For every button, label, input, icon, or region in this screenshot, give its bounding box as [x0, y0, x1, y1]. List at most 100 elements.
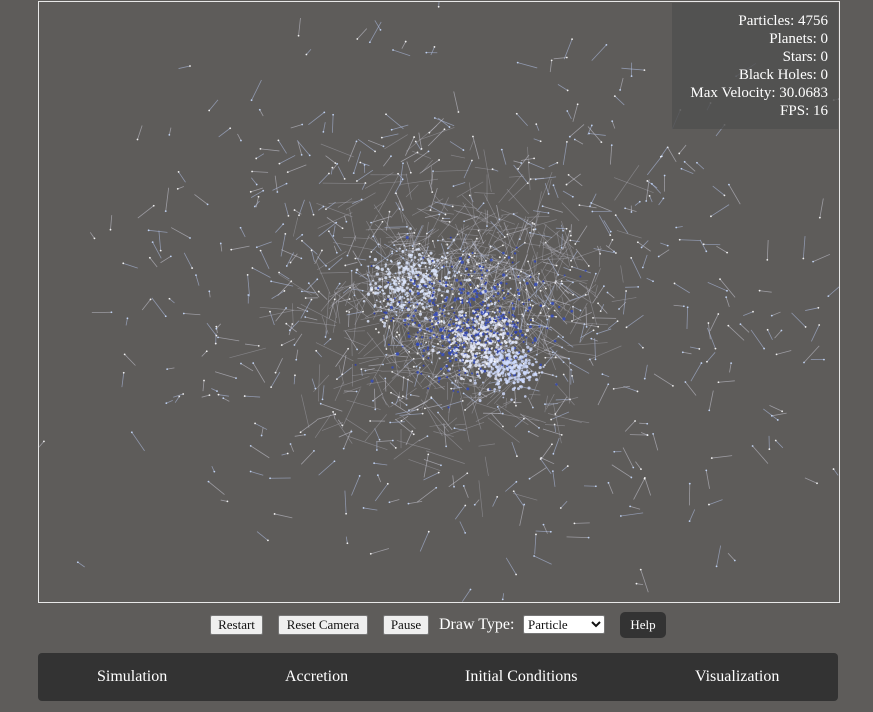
particle [462, 250, 465, 253]
particle-trail [151, 297, 167, 317]
particle-trail [334, 290, 341, 324]
particle [507, 256, 511, 259]
particle [412, 365, 415, 368]
reset-camera-button[interactable]: Reset Camera [278, 615, 368, 635]
particle [517, 387, 520, 391]
particle [467, 279, 471, 282]
particle [374, 150, 376, 153]
particle [528, 298, 531, 301]
particle-trail [542, 232, 545, 261]
particle [255, 157, 258, 160]
restart-button[interactable]: Restart [210, 615, 263, 635]
particle [438, 357, 441, 360]
particle-trail [545, 316, 550, 328]
particle [500, 148, 503, 151]
particle [416, 371, 420, 374]
particle-trail [618, 301, 627, 310]
particle [494, 320, 497, 323]
particle [601, 373, 604, 376]
particle-trail [653, 373, 674, 387]
particle-trail [398, 200, 404, 211]
particle [379, 291, 382, 293]
particle-trail [381, 370, 416, 372]
particle [182, 393, 185, 395]
particle [215, 325, 218, 328]
particle [527, 361, 531, 365]
particle [333, 460, 336, 463]
particle [456, 297, 460, 301]
particle [515, 404, 517, 407]
particle [466, 387, 470, 391]
particle-trail [397, 317, 419, 328]
particle-trail [333, 245, 338, 253]
tab-initial-conditions[interactable]: Initial Conditions [465, 668, 578, 685]
particle [427, 273, 429, 276]
particle-trail [561, 283, 580, 299]
particle [572, 281, 574, 284]
help-button[interactable]: Help [620, 612, 666, 638]
particle-trail [424, 346, 435, 358]
particle [596, 332, 599, 335]
particle [502, 349, 505, 352]
particle-trail [169, 298, 175, 304]
particle [533, 336, 537, 340]
particle-trail [519, 218, 529, 240]
tab-accretion[interactable]: Accretion [285, 668, 349, 685]
particle-trail [341, 388, 361, 429]
particle [475, 237, 478, 240]
particle [395, 352, 400, 356]
particle-trail [349, 208, 357, 242]
particle [480, 354, 483, 357]
particle [418, 301, 422, 305]
particle [464, 336, 469, 340]
particle-trail [423, 229, 440, 240]
particle [478, 352, 481, 355]
particle-trail [716, 245, 728, 253]
particle [477, 276, 480, 279]
particle [447, 271, 451, 274]
particle-trail [281, 453, 288, 456]
particle-trail [251, 177, 258, 185]
particle [509, 276, 512, 279]
pause-button[interactable]: Pause [383, 615, 429, 635]
particle [346, 254, 349, 257]
particle-trail [220, 243, 223, 252]
particle [527, 309, 530, 312]
particle-trail [490, 221, 506, 238]
particle [366, 319, 370, 323]
particle [532, 319, 534, 322]
particle [630, 75, 633, 78]
particle-trail [389, 499, 400, 503]
particle-trail [554, 310, 568, 325]
particle-trail [679, 239, 701, 241]
particle-trail [384, 134, 408, 150]
particle [469, 254, 472, 257]
particle-trail [365, 228, 400, 231]
particle [393, 280, 396, 283]
particle [270, 280, 273, 283]
particle [472, 339, 475, 342]
particle-trail [329, 282, 355, 298]
particle [406, 232, 409, 235]
particle [543, 364, 546, 366]
particle-trail [458, 315, 495, 324]
particle [391, 401, 394, 404]
particle-trail [494, 257, 506, 269]
particle-trail [561, 465, 569, 472]
particle [681, 351, 684, 354]
tab-visualization[interactable]: Visualization [695, 668, 780, 685]
particle [551, 351, 554, 354]
draw-type-select[interactable]: Particle [523, 615, 605, 634]
particle [465, 267, 469, 271]
particle-trail [418, 132, 422, 149]
particle [571, 374, 574, 377]
particle-trail [557, 84, 568, 91]
particle-trail [476, 239, 487, 252]
particle [391, 278, 394, 281]
particle-trail [322, 122, 326, 132]
particle-trail [410, 394, 420, 397]
particle-trail [383, 334, 387, 350]
tab-simulation[interactable]: Simulation [97, 668, 168, 685]
particle [519, 356, 523, 360]
simulation-canvas[interactable]: Particles: 4756 Planets: 0 Stars: 0 Blac… [38, 1, 840, 603]
